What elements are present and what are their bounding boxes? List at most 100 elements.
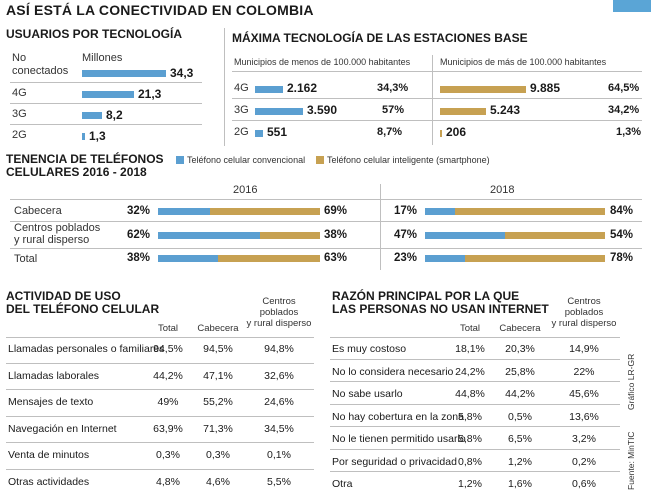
razon-row-label: No hay cobertura en la zona [332,410,464,423]
tenencia-bar-2016-conv [158,232,260,239]
razon-row-label: No lo considera necesario [332,365,454,378]
divider [330,426,620,427]
actividad-cabecera-value: 94,5% [203,343,233,355]
tenencia-bar-2018-smart [465,255,605,262]
razon-total-value: 24,2% [455,365,485,378]
razon-centros-value: 45,6% [569,388,599,400]
usuarios-value: 21,3 [138,87,162,101]
divider [232,120,642,121]
divider [232,71,642,72]
tenencia-bar-2016-conv [158,208,210,215]
actividad-centros-value: 24,6% [264,396,294,408]
razon-col-centros: Centros [567,296,601,307]
actividad-heading: ACTIVIDAD DE USO [6,289,121,303]
usuarios-bar [82,133,85,140]
actividad-col-centros: Centros [262,296,296,307]
estaciones-right-value: 5.243 [490,103,521,117]
razon-cabecera-value: 6,5% [508,433,532,445]
razon-row-label: Es muy costoso [332,343,407,355]
tenencia-bar-2018-smart [455,208,605,215]
estaciones-left-value: 3.590 [307,103,338,117]
divider [10,199,642,200]
tenencia-2018-smart: 78% [610,252,634,264]
estaciones-bar-left [255,130,263,137]
actividad-total-value: 94,5% [153,343,183,355]
divider [10,221,642,222]
tenencia-row-label: y rural disperso [14,234,90,246]
razon-centros-value: 14,9% [569,343,599,355]
actividad-row-label: Llamadas personales o familiares [8,343,165,355]
tenencia-2018-conv: 23% [394,252,418,264]
estaciones-bar-right [440,130,442,137]
tenencia-bar-2016-smart [260,232,320,239]
credit-grafico: Gráfico LR-GR [626,353,636,410]
razon-col-total: Total [459,323,481,334]
divider [6,468,314,470]
estaciones-right-sub: Municipios de más de 100.000 habitantes [440,57,607,67]
razon-total-value: 44,8% [455,388,485,400]
actividad-centros-value: 0,1% [267,449,291,461]
tenencia-2016-smart: 38% [324,229,348,241]
usuarios-bar [82,91,134,98]
usuarios-row-label: 4G [12,87,27,99]
razon-heading: LAS PERSONAS NO USAN INTERNET [332,302,549,316]
estaciones-row-label: 4G [234,82,249,94]
tenencia-bar-2016-smart [210,208,320,215]
usuarios-unit: Millones [82,52,123,64]
divider [6,337,314,338]
actividad-col-centros: y rural disperso [246,318,312,329]
divider [10,103,202,104]
legend-smart-label: Teléfono celular inteligente (smartphone… [327,155,490,165]
estaciones-left-value: 2.162 [287,81,318,95]
razon-row-label: Otra [332,478,353,490]
actividad-centros-value: 5,5% [267,475,291,488]
razon-cabecera-value: 44,2% [505,388,535,400]
page-title: ASÍ ESTÁ LA CONECTIVIDAD EN COLOMBIA [6,2,314,18]
razon-total-value: 5,8% [458,410,482,423]
razon-cabecera-value: 1,6% [508,478,532,490]
estaciones-bar-right [440,108,486,115]
razon-centros-value: 3,2% [572,433,596,445]
estaciones-left-sub: Municipios de menos de 100.000 habitante… [234,57,411,67]
divider [330,381,620,382]
actividad-cabecera-value: 4,6% [206,475,230,488]
legend-conv-label: Teléfono celular convencional [187,155,306,165]
actividad-col-cabecera: Cabecera [197,323,239,334]
tenencia-row-label: Total [14,253,38,265]
usuarios-bar [82,112,102,119]
tenencia-2018-conv: 17% [394,205,418,217]
estaciones-bar-left [255,108,303,115]
actividad-centros-value: 94,8% [264,343,294,355]
estaciones-right-pct: 34,2% [608,104,640,116]
divider [330,358,620,360]
divider [6,389,314,390]
divider [10,82,202,83]
estaciones-row-label: 2G [234,126,249,138]
estaciones-left-value: 551 [267,125,288,139]
divider [330,403,620,405]
estaciones-bar-right [440,86,526,93]
tenencia-2016-conv: 32% [127,205,151,217]
tenencia-row-label: Centros poblados [14,222,101,234]
razon-cabecera-value: 0,5% [508,410,532,423]
legend-smart-swatch [316,156,324,164]
usuarios-row-label: No [12,52,27,64]
estaciones-bar-left [255,86,283,93]
section-divider [432,55,433,145]
estaciones-right-pct: 64,5% [608,82,640,94]
usuarios-heading: USUARIOS POR TECNOLOGÍA [6,27,183,41]
tenencia-2016-conv: 38% [127,252,151,264]
actividad-total-value: 63,9% [153,422,183,435]
actividad-cabecera-value: 55,2% [203,396,233,408]
tenencia-bar-2016-smart [218,255,320,262]
divider [10,124,202,125]
actividad-row-label: Venta de minutos [8,449,90,461]
tenencia-2018-smart: 54% [610,229,634,241]
divider [6,442,314,443]
divider [232,98,642,99]
razon-row-label: Por seguridad o privacidad [332,455,457,468]
usuarios-value: 34,3 [170,66,194,80]
estaciones-left-pct: 57% [382,104,405,116]
estaciones-left-pct: 8,7% [377,126,403,138]
section-divider [380,184,381,270]
